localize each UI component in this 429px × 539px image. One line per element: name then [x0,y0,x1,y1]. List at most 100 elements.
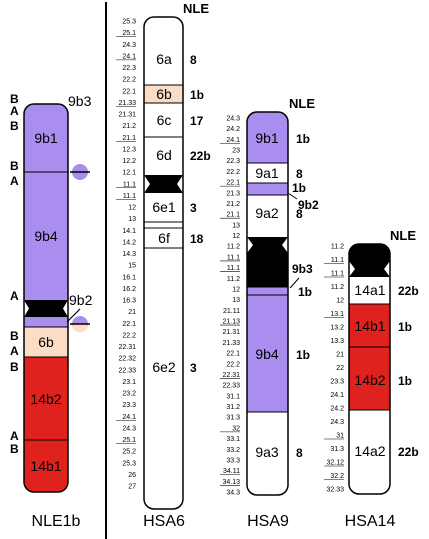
arm-letter: A [10,429,19,443]
segment-label: 9b1 [34,130,58,146]
chromosome-outline [23,103,69,493]
band-label: 24.1 [226,137,240,144]
band-label: 13.1 [330,311,344,318]
chromosome-hsa9: NLE 24.3 24.2 24.1 23 22.3 22.2 22.1 21.3 21.2 21… [220,96,319,530]
fish-signal-marker [70,316,90,332]
region-pointer [287,192,298,200]
band-label: 24.1 [330,392,344,399]
segment-9b4 [247,295,288,412]
band-label: 24.2 [330,406,344,413]
segment-size: 8 [296,207,303,221]
arm-letter: B [10,92,19,106]
band-label: 12 [232,233,240,240]
band-label: 23.3 [122,402,136,409]
segment-size: 1b [296,348,310,362]
band-label: 23 [232,148,240,155]
extra-label: 9b2 [298,198,319,212]
band-label: 14.3 [122,251,136,258]
extra-label: 1b [298,285,312,299]
band-label: 11.2 [227,276,240,283]
band-label: 22.33 [222,383,240,390]
chromosome-label: NLE1b [32,513,81,530]
band-label: 33.1 [226,436,240,443]
band-label: 23.2 [122,391,136,398]
band-label: 22.3 [122,65,136,72]
segment-size: 17 [190,114,204,128]
band-label: 21.33 [118,100,136,107]
band-label: 22.2 [122,77,136,84]
segment-size: 1b [190,88,204,102]
band-label: 21.33 [222,340,240,347]
segment-label: 14a2 [354,443,385,459]
band-label: 22.1 [122,321,136,328]
heterochromatin-block [349,244,390,261]
band-label: 24.3 [330,419,344,426]
segment-label: 6e2 [152,359,176,375]
segment-size: 1b [398,320,412,334]
band-label: 12.1 [122,170,136,177]
segment-size: 3 [190,361,197,375]
centromere [247,237,288,253]
band-label: 21.13 [222,319,240,326]
band-label: 27 [128,484,136,491]
band-label: 24.2 [226,126,240,133]
arm-letter: B [10,329,19,343]
band-label: 21 [128,309,136,316]
band-label: 11.1 [227,254,240,261]
segment-size: 8 [296,446,303,460]
band-label: 32.33 [326,487,344,494]
band-label: 22.1 [226,180,240,187]
nle-tag: NLE [183,1,209,16]
segment-label: 6c [157,112,172,128]
region-label-9b3: 9b3 [68,93,92,109]
band-label: 21.3 [226,190,240,197]
band-label: 21.31 [118,112,136,119]
segment-size: 22b [398,284,419,298]
band-label: 21.1 [226,212,240,219]
band-label: 16.3 [122,298,136,305]
band-label: 22 [336,365,344,372]
segment-size: 1b [296,132,310,146]
arm-letter: A [10,174,19,188]
chromosome-label: HSA9 [247,513,289,530]
region-label-9b2: 9b2 [69,292,93,308]
band-label: 14.2 [122,239,136,246]
band-label: 32.12 [326,460,344,467]
segment-label: 6d [156,147,172,163]
band-label: 26 [128,472,136,479]
region-pointer [289,277,300,289]
band-label: 25.3 [122,19,136,26]
segment-label: 9a2 [255,205,279,221]
band-label: 24.3 [122,42,136,49]
chromosome-hsa14: NLE 11.2 11.1 11.1 11.2 12 13.1 13.2 13.3 21 22 23… [324,228,419,530]
arm-letter: A [10,104,19,118]
centromere [144,175,183,193]
band-label: 21.31 [222,329,240,336]
segment-14b1 [24,440,68,492]
heterochromatin-block [247,253,288,287]
band-label: 12.3 [122,146,136,153]
segment-size: 8 [296,167,303,181]
band-label: 32 [232,425,240,432]
band-label: 25.3 [122,460,136,467]
centromere [349,261,390,277]
nle-tag: NLE [390,228,416,243]
segment-size: 3 [190,201,197,215]
band-label: 22.2 [122,332,136,339]
band-label: 21.2 [226,201,240,208]
band-label: 22.1 [226,351,240,358]
segment-label: 6b [156,86,172,102]
band-label: 11.1 [123,181,136,188]
region-pointer [66,308,81,323]
segment-label: 6a [156,51,172,67]
band-label: 11.1 [331,257,344,264]
segment-14b1 [349,304,390,347]
band-label: 13.3 [330,338,344,345]
segment-label: 14b1 [30,458,61,474]
band-label: 15 [128,263,136,270]
segment-label: 9b4 [34,228,58,244]
segment-size: 22b [190,149,211,163]
band-label: 11.2 [227,244,240,251]
arm-letter: A [10,344,19,358]
